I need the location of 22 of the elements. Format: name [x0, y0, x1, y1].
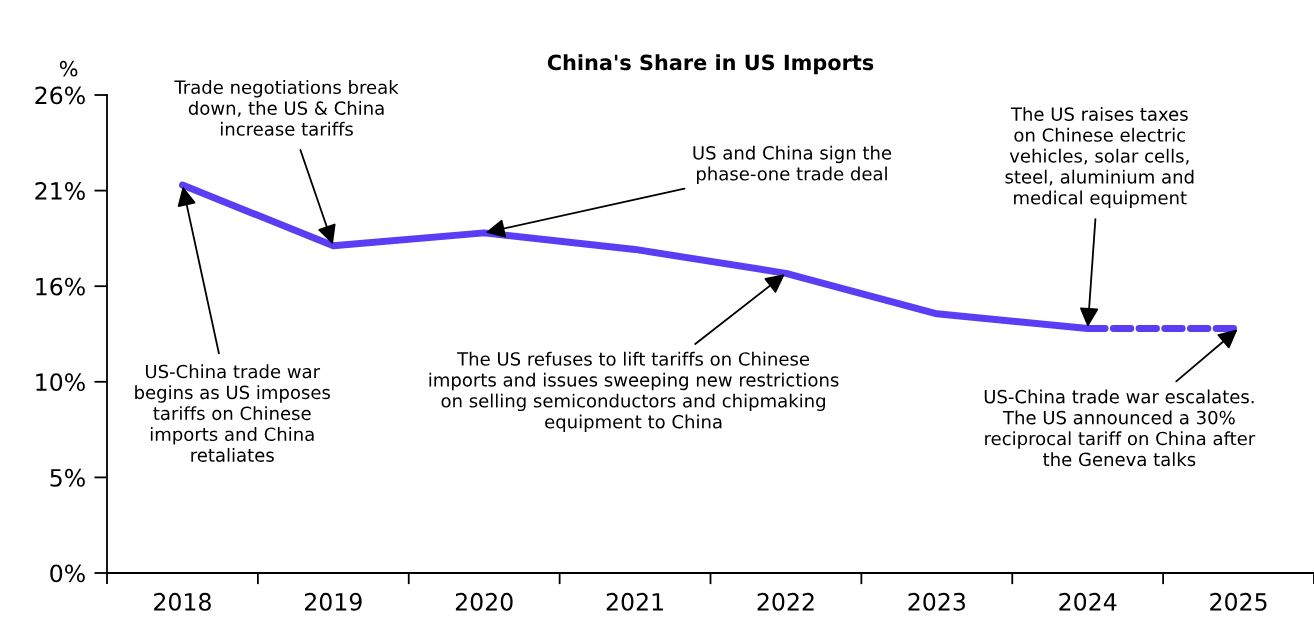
annotation: US-China trade war escalates. The US announced a 30% reciprocal tariff on China after the Geneva talks: [984, 389, 1256, 467]
x-tick-label: 2021: [606, 592, 663, 611]
x-tick-label: 2023: [908, 592, 965, 611]
annotation: US and China sign the phase-one trade deal: [693, 145, 892, 185]
annotation: The US refuses to lift tariffs on Chinese imports and issues sweeping new restrictions on selling semiconductors and chipmaking equipment to China: [429, 351, 839, 433]
x-tick-label: 2020: [455, 592, 513, 611]
y-tick-label: 21%: [35, 182, 85, 200]
y-tick-label: 5%: [50, 468, 85, 487]
y-tick-label: 0%: [50, 564, 85, 583]
x-tick-label: 2024: [1059, 592, 1117, 611]
y-axis-title: %: [59, 60, 78, 77]
annotation: US-China trade war begins as US imposes tariffs on Chinese imports and China retaliates: [135, 364, 330, 462]
x-tick-label: 2022: [757, 592, 814, 611]
x-tick-label: 2025: [1210, 592, 1267, 611]
annotation: The US raises taxes on Chinese electric vehicles, solar cells, steel, aluminium and medical equipment: [1005, 106, 1194, 209]
x-tick-label: 2018: [154, 592, 211, 611]
y-tick-label: 26%: [35, 86, 85, 105]
y-tick-label: 16%: [36, 277, 85, 296]
annotation: Trade negotiations break down, the US & China increase tariffs: [174, 80, 399, 136]
chart-title: China's Share in US Imports: [547, 54, 874, 75]
y-tick-label: 10%: [36, 373, 85, 392]
x-tick-label: 2019: [305, 592, 362, 611]
